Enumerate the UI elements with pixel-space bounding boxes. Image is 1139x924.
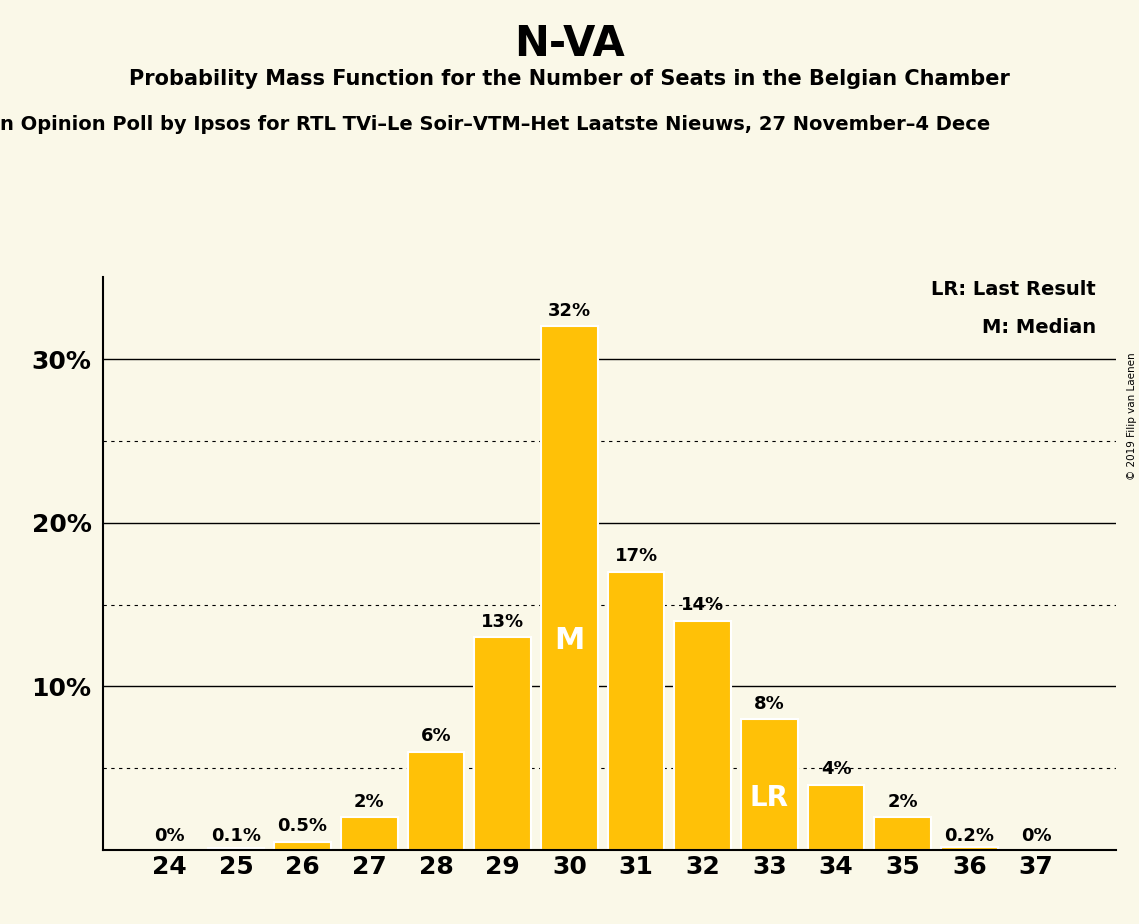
Bar [274, 842, 331, 850]
Bar [207, 848, 264, 850]
Text: 32%: 32% [548, 302, 591, 320]
Text: Probability Mass Function for the Number of Seats in the Belgian Chamber: Probability Mass Function for the Number… [129, 69, 1010, 90]
Text: M: Median: M: Median [982, 318, 1096, 337]
Text: 0%: 0% [1021, 827, 1051, 845]
Text: LR: LR [749, 784, 789, 811]
Text: 17%: 17% [614, 547, 657, 565]
Text: 0.2%: 0.2% [944, 827, 994, 845]
Bar [741, 719, 797, 850]
Text: n Opinion Poll by Ipsos for RTL TVi–Le Soir–VTM–Het Laatste Nieuws, 27 November–: n Opinion Poll by Ipsos for RTL TVi–Le S… [0, 116, 990, 135]
Text: LR: Last Result: LR: Last Result [932, 281, 1096, 299]
Bar [541, 326, 598, 850]
Text: 14%: 14% [681, 596, 724, 614]
Text: 4%: 4% [821, 760, 852, 778]
Text: 0%: 0% [154, 827, 185, 845]
Bar [941, 846, 998, 850]
Text: 2%: 2% [887, 793, 918, 810]
Text: N-VA: N-VA [514, 23, 625, 65]
Bar [341, 818, 398, 850]
Text: 6%: 6% [420, 727, 451, 746]
Bar [808, 784, 865, 850]
Text: 13%: 13% [481, 613, 524, 631]
Text: © 2019 Filip van Laenen: © 2019 Filip van Laenen [1126, 352, 1137, 480]
Text: M: M [555, 626, 584, 655]
Text: 0.1%: 0.1% [211, 827, 261, 845]
Text: 0.5%: 0.5% [278, 818, 328, 835]
Bar [608, 572, 664, 850]
Bar [474, 638, 531, 850]
Bar [674, 621, 731, 850]
Bar [875, 818, 932, 850]
Bar [408, 752, 465, 850]
Text: 8%: 8% [754, 695, 785, 712]
Text: 2%: 2% [354, 793, 385, 810]
